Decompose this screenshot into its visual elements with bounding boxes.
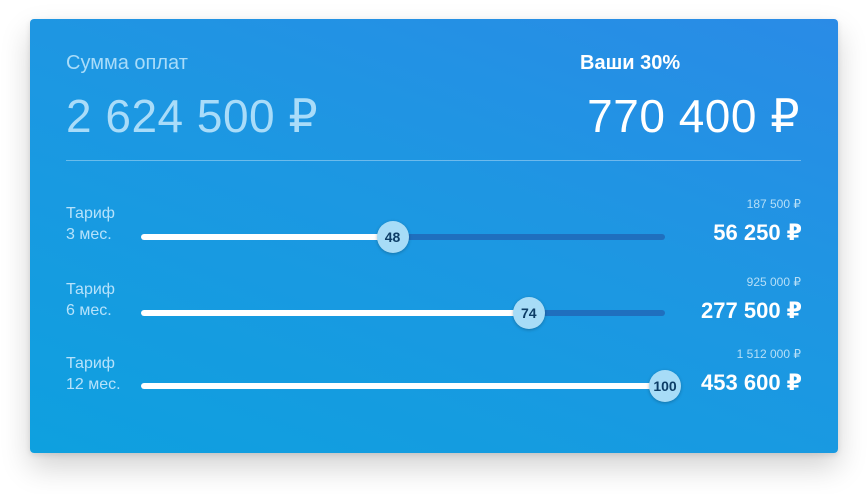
- tariff-slider-thumb[interactable]: 100: [649, 370, 681, 402]
- your-share-value: 770 400 ₽: [587, 90, 800, 142]
- tariff-label: Тариф 6 мес.: [66, 279, 115, 321]
- tariff-label-line1: Тариф: [66, 281, 115, 298]
- tariff-earning: 453 600 ₽: [701, 370, 802, 395]
- tariff-slider-thumb[interactable]: 74: [512, 297, 545, 329]
- tariff-row-3m: Тариф 3 мес. 48 187 500 ₽ 56 250 ₽: [30, 195, 838, 265]
- tariff-label-line1: Тариф: [66, 355, 115, 372]
- tariff-label-line2: 3 мес.: [66, 226, 112, 243]
- payments-sum-label: Сумма оплат: [66, 52, 188, 74]
- tariff-total: 925 000 ₽: [746, 275, 801, 289]
- tariff-slider-fill: [141, 310, 529, 316]
- tariff-total: 1 512 000 ₽: [736, 347, 801, 361]
- tariff-slider-track[interactable]: 48: [141, 221, 665, 253]
- tariff-label: Тариф 12 мес.: [66, 353, 121, 395]
- tariff-earning: 56 250 ₽: [713, 220, 802, 245]
- tariff-earning: 277 500 ₽: [701, 298, 802, 323]
- tariff-label: Тариф 3 мес.: [66, 203, 115, 245]
- tariff-slider-fill: [141, 234, 393, 240]
- tariff-label-line2: 12 мес.: [66, 376, 121, 393]
- tariff-slider-thumb[interactable]: 48: [376, 221, 409, 253]
- tariff-row-6m: Тариф 6 мес. 74 925 000 ₽ 277 500 ₽: [30, 273, 838, 343]
- tariff-label-line2: 6 мес.: [66, 302, 112, 319]
- tariff-total: 187 500 ₽: [746, 197, 801, 211]
- calculator-card: Сумма оплат 2 624 500 ₽ Ваши 30% 770 400…: [30, 19, 838, 453]
- your-share-label: Ваши 30%: [580, 52, 681, 74]
- tariff-slider-fill: [141, 383, 665, 389]
- tariff-row-12m: Тариф 12 мес. 100 1 512 000 ₽ 453 600 ₽: [30, 345, 838, 415]
- payments-sum-value: 2 624 500 ₽: [66, 90, 319, 142]
- tariff-label-line1: Тариф: [66, 205, 115, 222]
- tariff-slider-track[interactable]: 74: [141, 297, 665, 329]
- divider: [66, 160, 801, 161]
- tariff-slider-track[interactable]: 100: [141, 370, 681, 402]
